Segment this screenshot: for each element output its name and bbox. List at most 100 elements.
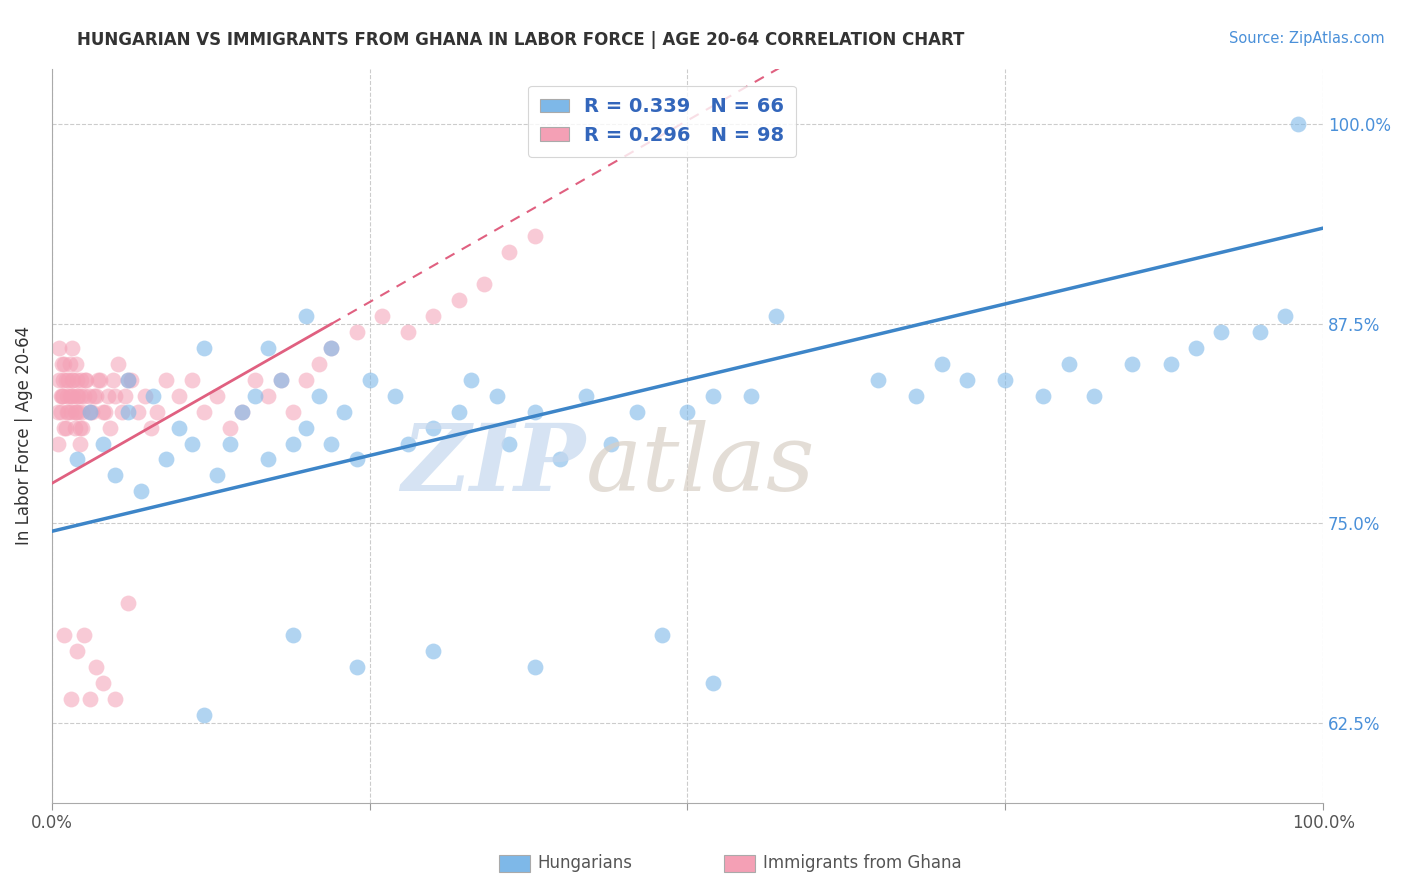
Text: Hungarians: Hungarians [537, 855, 633, 872]
Point [72, 389, 94, 403]
Point [104, 389, 127, 403]
Point [498, 436, 520, 450]
Point [94, 404, 117, 418]
Y-axis label: In Labor Force | Age 20-64: In Labor Force | Age 20-64 [15, 326, 32, 545]
Point [139, 420, 162, 434]
Point [66, 452, 89, 467]
Point [63, 420, 86, 434]
Point [60, 373, 83, 387]
Point [257, 452, 280, 467]
Point [422, 309, 444, 323]
Point [283, 404, 305, 418]
Point [422, 420, 444, 434]
Point [53, 357, 76, 371]
Point [75, 373, 97, 387]
Point [218, 436, 240, 450]
Point [146, 404, 169, 418]
Point [58, 373, 80, 387]
Point [868, 373, 890, 387]
Point [56, 389, 79, 403]
Point [49, 404, 72, 418]
Point [600, 436, 623, 450]
Point [931, 357, 953, 371]
Point [58, 404, 80, 418]
Text: HUNGARIAN VS IMMIGRANTS FROM GHANA IN LABOR FORCE | AGE 20-64 CORRELATION CHART: HUNGARIAN VS IMMIGRANTS FROM GHANA IN LA… [77, 31, 965, 49]
Point [46, 404, 69, 418]
Point [62, 373, 84, 387]
Point [498, 245, 520, 260]
Point [193, 341, 215, 355]
Point [73, 373, 96, 387]
Point [283, 436, 305, 450]
Point [155, 452, 177, 467]
Point [117, 404, 139, 418]
Point [346, 660, 368, 674]
Point [702, 676, 724, 690]
Point [67, 389, 90, 403]
Point [231, 404, 253, 418]
Point [59, 691, 82, 706]
Point [127, 404, 149, 418]
Point [1286, 117, 1309, 131]
Point [83, 389, 105, 403]
Point [218, 420, 240, 434]
Point [460, 373, 482, 387]
Point [1057, 357, 1080, 371]
Point [55, 420, 77, 434]
Point [422, 644, 444, 658]
Point [384, 389, 406, 403]
Point [51, 389, 73, 403]
Point [79, 404, 101, 418]
Point [193, 404, 215, 418]
Point [79, 404, 101, 418]
Point [82, 404, 104, 418]
Point [676, 404, 699, 418]
Point [55, 373, 77, 387]
Point [114, 389, 136, 403]
Point [994, 373, 1017, 387]
Point [346, 325, 368, 339]
Point [740, 389, 762, 403]
Point [65, 404, 87, 418]
Point [59, 404, 82, 418]
Point [1083, 389, 1105, 403]
Point [1249, 325, 1271, 339]
Point [472, 277, 495, 291]
Point [66, 389, 89, 403]
Point [111, 404, 134, 418]
Point [257, 389, 280, 403]
Point [1211, 325, 1233, 339]
Point [69, 436, 91, 450]
Point [295, 309, 318, 323]
Point [101, 373, 124, 387]
Point [52, 389, 75, 403]
Point [70, 373, 93, 387]
Point [396, 436, 419, 450]
Point [117, 373, 139, 387]
Point [155, 373, 177, 387]
Point [91, 404, 114, 418]
Point [270, 373, 292, 387]
Point [134, 389, 156, 403]
Point [359, 373, 381, 387]
Point [523, 229, 546, 244]
Point [70, 389, 93, 403]
Point [60, 341, 83, 355]
Point [69, 420, 91, 434]
Point [321, 436, 343, 450]
Legend: R = 0.339   N = 66, R = 0.296   N = 98: R = 0.339 N = 66, R = 0.296 N = 98 [527, 86, 796, 157]
Point [52, 373, 75, 387]
Point [523, 404, 546, 418]
Point [1032, 389, 1054, 403]
Point [243, 373, 266, 387]
Point [58, 389, 80, 403]
Point [53, 628, 76, 642]
Point [91, 676, 114, 690]
Point [270, 373, 292, 387]
Text: atlas: atlas [586, 420, 815, 510]
Point [104, 468, 127, 483]
Point [346, 452, 368, 467]
Point [447, 293, 470, 307]
Point [56, 404, 79, 418]
Point [66, 644, 89, 658]
